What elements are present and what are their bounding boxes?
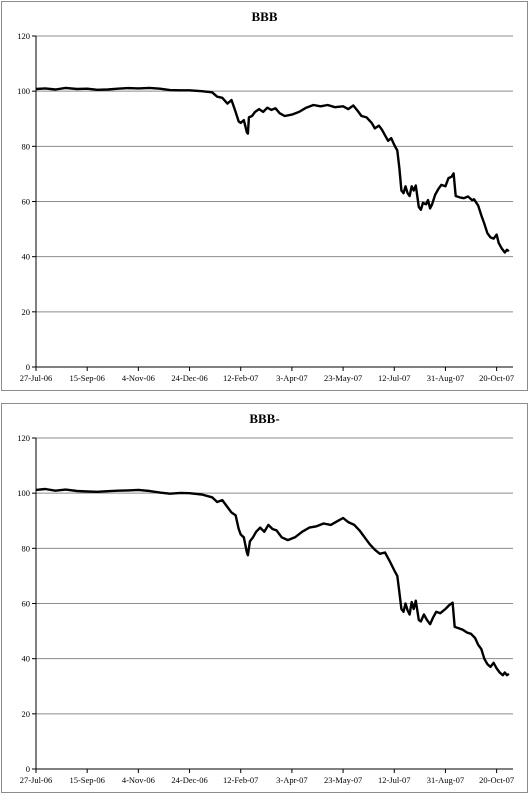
y-tick-label: 100	[17, 488, 30, 498]
x-tick-label: 24-Dec-06	[171, 775, 207, 785]
x-tick-label: 12-Feb-07	[223, 373, 258, 383]
x-tick-label: 12-Feb-07	[223, 775, 258, 785]
y-tick-label: 40	[22, 252, 31, 262]
x-tick-label: 4-Nov-06	[122, 373, 155, 383]
x-tick-label: 31-Aug-07	[427, 775, 464, 785]
chart-title: BBB-	[249, 411, 280, 426]
y-tick-label: 0	[26, 764, 30, 774]
x-tick-label: 12-Jul-07	[378, 373, 411, 383]
x-tick-label: 20-Oct-07	[479, 775, 514, 785]
y-tick-label: 40	[22, 654, 31, 664]
line-chart-bbb-minus: 0 20 40 60 80 100 120 27-Jul-06 15-Sep-06 4-Nov-0…	[17, 433, 514, 785]
y-tick-label: 120	[17, 433, 30, 443]
y-tick-label: 20	[22, 709, 31, 719]
series-line	[35, 487, 510, 677]
chart-panel-bbb: BBB 0 20 40 60 80 100 120 27-Jul-06 15-Sep-06 4-N…	[1, 1, 528, 391]
x-tick-label: 27-Jul-06	[20, 775, 53, 785]
series-line	[35, 86, 510, 254]
y-tick-label: 0	[26, 362, 30, 372]
chart-title: BBB	[251, 9, 278, 24]
y-tick-label: 60	[22, 599, 31, 609]
x-tick-label: 4-Nov-06	[122, 775, 155, 785]
x-tick-label: 3-Apr-07	[276, 775, 307, 785]
x-tick-label: 27-Jul-06	[20, 373, 53, 383]
chart-panel-bbb-minus: BBB- 0 20 40 60 80 100 120 27-Jul-06 15-Sep-06 4-…	[1, 403, 528, 793]
x-tick-label: 15-Sep-06	[69, 775, 104, 785]
x-tick-label: 20-Oct-07	[479, 373, 514, 383]
y-tick-label: 120	[17, 31, 30, 41]
y-tick-label: 20	[22, 307, 31, 317]
y-tick-label: 80	[22, 543, 31, 553]
x-tick-label: 31-Aug-07	[427, 373, 464, 383]
y-tick-label: 60	[22, 197, 31, 207]
x-tick-label: 3-Apr-07	[276, 373, 307, 383]
y-tick-label: 80	[22, 141, 31, 151]
x-tick-label: 23-May-07	[324, 775, 362, 785]
line-chart-bbb: 0 20 40 60 80 100 120 27-Jul-06 15-Sep-06 4-Nov-0…	[17, 31, 514, 383]
x-tick-label: 15-Sep-06	[69, 373, 104, 383]
y-tick-label: 100	[17, 86, 30, 96]
x-tick-label: 24-Dec-06	[171, 373, 207, 383]
x-tick-label: 23-May-07	[324, 373, 362, 383]
x-tick-label: 12-Jul-07	[378, 775, 411, 785]
